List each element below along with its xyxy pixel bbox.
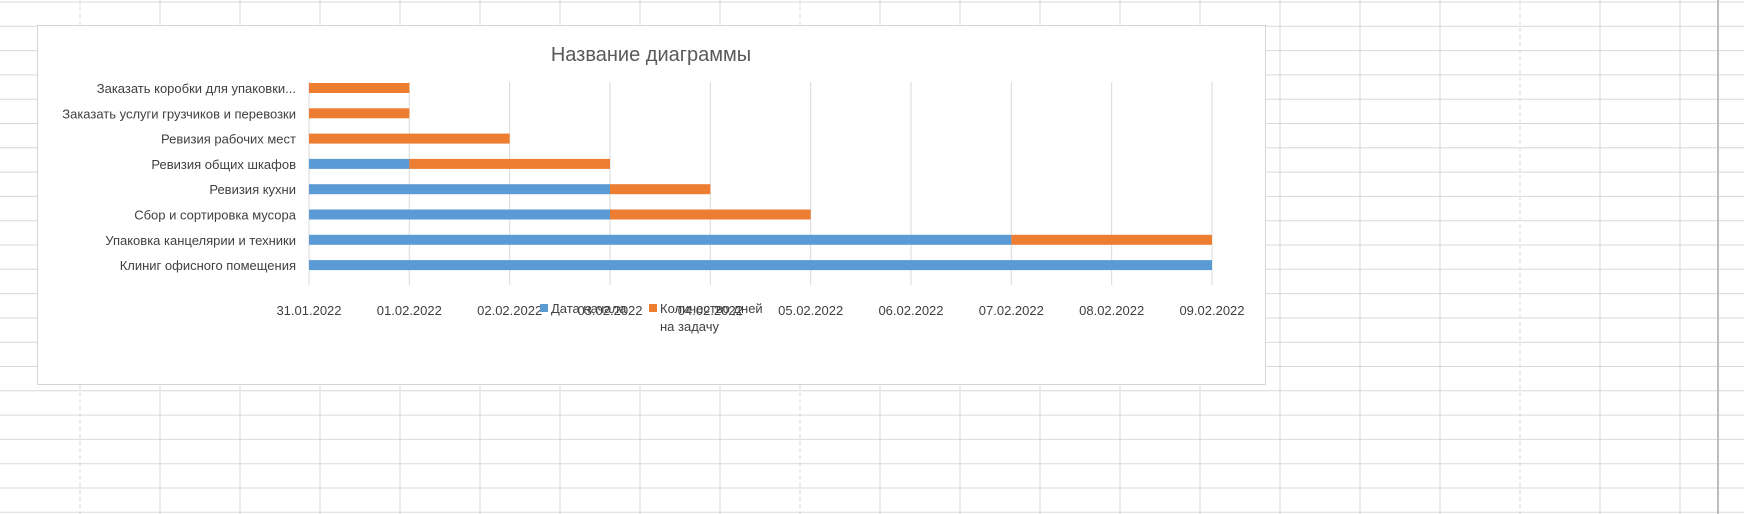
gantt-chart: Название диаграммы 31.01.2022 01.02.2022 0… <box>62 44 1244 334</box>
bar-duration[interactable] <box>1011 234 1212 245</box>
x-tick-label: 31.01.2022 <box>276 303 341 318</box>
x-tick-label: 04.02.2022 <box>678 303 743 318</box>
x-tick-label: 06.02.2022 <box>878 303 943 318</box>
category-label: Заказать коробки для упаковки... <box>97 81 296 96</box>
category-label: Заказать услуги грузчиков и перевозки <box>62 106 296 121</box>
bar-start-date[interactable] <box>309 209 610 220</box>
bar-duration[interactable] <box>309 83 410 93</box>
category-label: Клиниг офисного помещения <box>120 258 296 273</box>
legend-label-start-date: Дата начала <box>551 301 627 316</box>
category-label: Ревизия рабочих мест <box>161 132 296 147</box>
x-tick-label: 08.02.2022 <box>1079 303 1144 318</box>
bar-duration[interactable] <box>610 184 711 195</box>
category-label: Упаковка канцелярии и техники <box>105 233 296 248</box>
chart-area[interactable] <box>37 25 1266 385</box>
x-tick-label: 03.02.2022 <box>577 303 642 318</box>
bar-start-date[interactable] <box>309 234 1012 245</box>
gridlines <box>308 82 1213 285</box>
legend-swatch-start-date <box>540 304 548 312</box>
legend-label-duration-line2: на задачу <box>660 319 720 334</box>
category-label: Ревизия кухни <box>209 182 296 197</box>
x-tick-label: 07.02.2022 <box>979 303 1044 318</box>
x-tick-label: 09.02.2022 <box>1179 303 1244 318</box>
bar-duration[interactable] <box>409 158 610 169</box>
legend-swatch-duration <box>649 304 657 312</box>
y-axis-category-labels: Заказать коробки для упаковки... Заказать… <box>62 81 297 273</box>
bar-start-date[interactable] <box>309 184 610 195</box>
bars <box>309 83 1212 271</box>
bar-start-date[interactable] <box>309 260 1212 271</box>
category-label: Ревизия общих шкафов <box>151 157 296 172</box>
x-axis-tick-labels: 31.01.2022 01.02.2022 02.02.2022 03.02.2022… <box>276 303 1244 318</box>
bar-duration[interactable] <box>309 108 410 119</box>
bar-duration[interactable] <box>309 133 510 144</box>
x-tick-label: 05.02.2022 <box>778 303 843 318</box>
chart-title[interactable]: Название диаграммы <box>551 44 751 66</box>
bar-duration[interactable] <box>610 209 811 220</box>
x-tick-label: 01.02.2022 <box>377 303 442 318</box>
chart-legend[interactable]: Дата начала Количество дней на задачу <box>540 301 763 334</box>
legend-label-duration-line1: Количество дней <box>660 301 763 316</box>
x-tick-label: 02.02.2022 <box>477 303 542 318</box>
bar-start-date[interactable] <box>309 158 410 169</box>
category-label: Сбор и сортировка мусора <box>134 208 297 223</box>
